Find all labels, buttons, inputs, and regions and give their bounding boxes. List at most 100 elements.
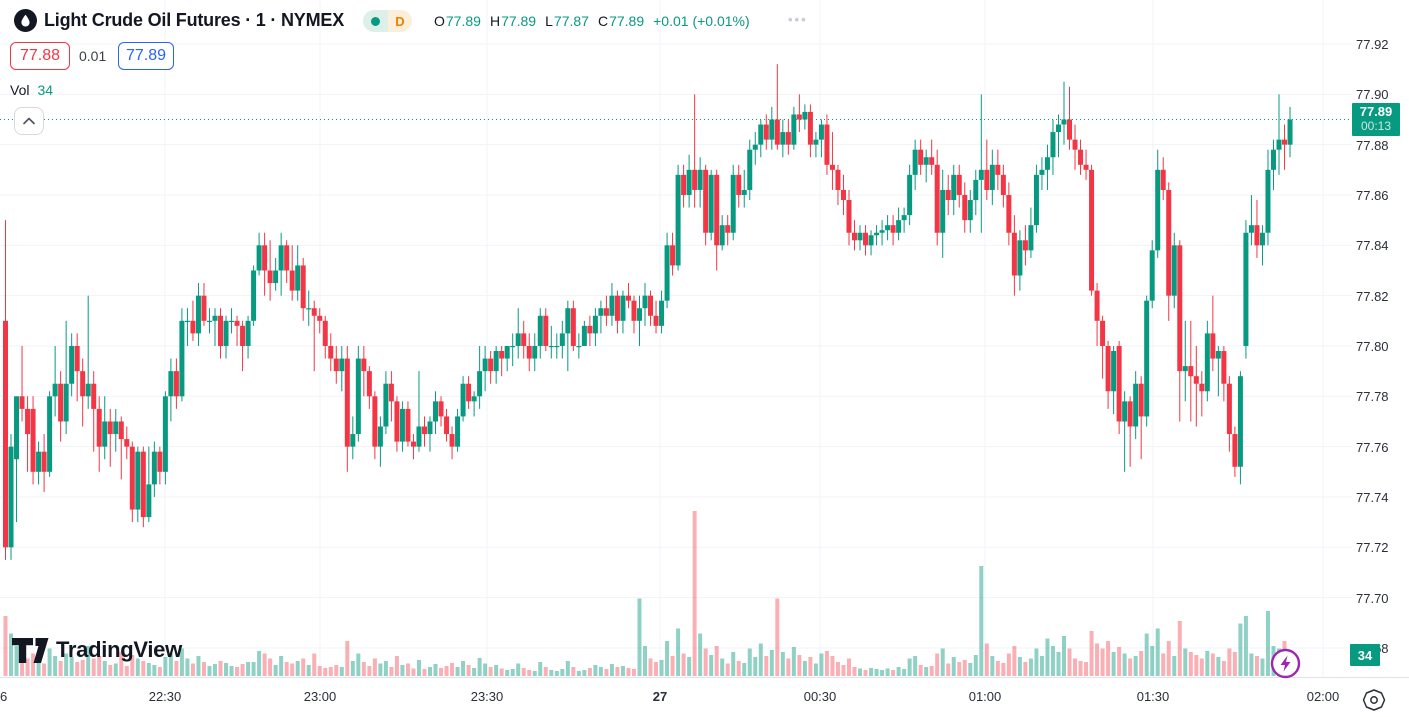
ohlc-values: O 77.89 H 77.89 L 77.87 C 77.89 +0.01 (+0.01… (434, 13, 750, 29)
candle-body (350, 434, 356, 447)
volume-bar (196, 656, 201, 676)
candle-body (1215, 351, 1221, 359)
volume-bar (979, 566, 984, 676)
volume-bar (86, 646, 91, 676)
candle-body (1199, 383, 1205, 392)
candle-body (1149, 250, 1155, 301)
volume-bar (229, 666, 234, 676)
time-axis-label: 02:00 (1306, 689, 1340, 704)
volume-bar (1177, 621, 1182, 676)
volume-bar (841, 665, 846, 676)
volume-bar (1188, 652, 1193, 676)
volume-bar (549, 670, 554, 676)
candle-body (493, 351, 499, 372)
candle-body (388, 383, 394, 402)
volume-bar (25, 658, 30, 676)
candle-body (289, 270, 295, 291)
volume-bar (935, 653, 940, 676)
candle-body (1259, 232, 1265, 246)
volume-bar (692, 511, 697, 676)
buy-price-button[interactable]: 77.89 (118, 42, 174, 70)
candle-body (758, 124, 764, 145)
candle-body (923, 157, 929, 165)
volume-bar (20, 656, 25, 676)
timezone-settings-button[interactable] (1360, 688, 1390, 712)
candle-body (1265, 169, 1271, 233)
volume-bar (1205, 651, 1210, 676)
candle-body (460, 383, 466, 417)
lightning-icon (1270, 648, 1301, 679)
volume-bar (681, 653, 686, 676)
candle-body (510, 345, 516, 348)
current-volume-badge: 34 (1350, 644, 1380, 666)
volume-bar (383, 661, 388, 676)
candle-body (995, 164, 1001, 175)
volume-bar (852, 667, 857, 676)
candle-body (829, 164, 835, 170)
volume-bar (1100, 648, 1105, 676)
volume-bar (499, 668, 504, 676)
symbol-title[interactable]: Light Crude Oil Futures · 1 · NYMEX (44, 10, 345, 30)
candle-body (708, 174, 714, 233)
candlestick-chart[interactable] (0, 0, 1352, 677)
close-value: 77.89 (609, 13, 645, 29)
volume-bar (1150, 646, 1155, 676)
volume-bar (422, 669, 427, 676)
candle-body (157, 451, 163, 472)
candle-body (824, 124, 830, 165)
volume-bar (505, 670, 510, 676)
volume-bar (1172, 656, 1177, 676)
interval-badge[interactable]: D (388, 10, 412, 32)
price-axis-label: 77.88 (1356, 137, 1389, 153)
volume-indicator-legend[interactable]: Vol 34 (10, 82, 53, 98)
candle-body (1155, 169, 1161, 251)
candle-body (482, 358, 488, 372)
candle-body (763, 124, 769, 140)
candle-body (526, 345, 532, 359)
volume-bar (1095, 643, 1100, 676)
candle-body (1276, 139, 1282, 150)
volume-bar (962, 660, 967, 676)
candle-body (642, 295, 648, 309)
time-axis[interactable]: 26 22:30 23:00 23:30 27 00:30 01:00 01:30 02:00 (0, 677, 1409, 717)
collapse-panel-button[interactable] (14, 107, 44, 135)
volume-bar (345, 641, 350, 676)
quick-trade-button[interactable] (1269, 647, 1302, 680)
candle-body (383, 383, 389, 427)
volume-bar (246, 662, 251, 676)
market-status-pill[interactable]: D (363, 10, 412, 32)
candle-body (703, 169, 709, 233)
market-status-segment[interactable] (363, 10, 388, 32)
volume-bar (1023, 662, 1028, 676)
sell-price-button[interactable]: 77.88 (10, 42, 70, 70)
candle-body (113, 421, 119, 435)
volume-bar (521, 668, 526, 676)
candle-body (1100, 320, 1106, 346)
volume-bar (576, 671, 581, 676)
candle-body (774, 119, 780, 145)
candle-body (201, 295, 207, 321)
volume-bar (637, 598, 642, 676)
volume-bar (571, 667, 576, 676)
more-options-icon[interactable]: ••• (788, 12, 808, 27)
candle-body (499, 351, 505, 359)
tradingview-logo[interactable]: TradingView (12, 637, 182, 663)
candle-body (240, 325, 246, 346)
candle-body (173, 371, 179, 397)
candle-body (85, 383, 91, 397)
volume-bar (946, 663, 951, 676)
volume-bar (973, 655, 978, 676)
candle-body (1122, 401, 1128, 422)
open-label: O (434, 13, 445, 29)
volume-bar (747, 648, 752, 676)
price-axis-label: 77.70 (1356, 590, 1389, 606)
volume-bar (1017, 657, 1022, 676)
candle-body (1282, 139, 1288, 145)
volume-bar (1139, 651, 1144, 676)
volume-bar (312, 653, 317, 676)
volume-value: 34 (37, 82, 54, 98)
candle-body (603, 308, 609, 316)
volume-bar (830, 656, 835, 676)
price-axis[interactable]: 77.92 77.90 77.88 77.86 77.84 77.82 77.80 77.78… (1352, 0, 1409, 677)
candle-body (504, 345, 510, 359)
